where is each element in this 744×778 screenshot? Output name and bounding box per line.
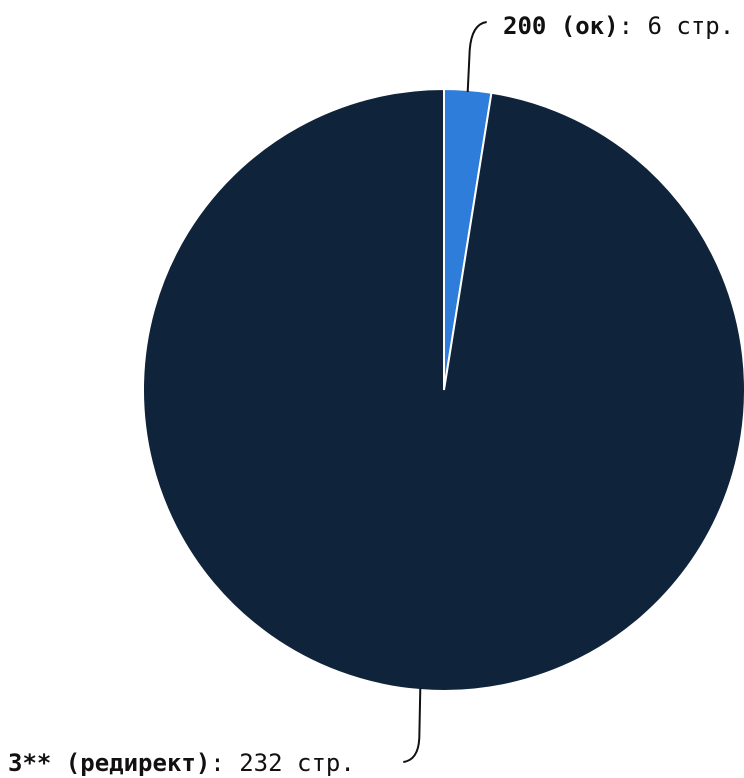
slice-label-3xx: 3** (редирект): 232 стр. bbox=[8, 749, 355, 777]
slice-label-200: 200 (ок): 6 стр. bbox=[503, 12, 734, 40]
pie-slices bbox=[141, 87, 744, 692]
leader-line-0 bbox=[466, 21, 487, 92]
pie-slice-1 bbox=[141, 87, 744, 692]
leader-lines bbox=[403, 21, 487, 763]
leader-line-1 bbox=[403, 688, 422, 763]
